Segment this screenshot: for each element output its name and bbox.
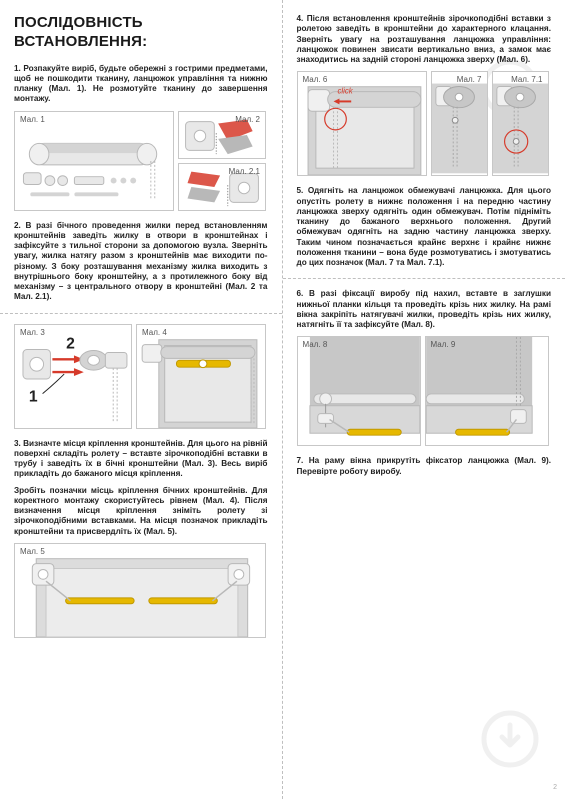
figure-label: Мал. 9: [431, 340, 456, 350]
figure-label: Мал. 8: [303, 340, 328, 350]
figure-label: Мал. 3: [20, 328, 45, 338]
figure-label: Мал. 5: [20, 547, 45, 557]
svg-text:click: click: [337, 87, 353, 96]
figure-9: Мал. 9: [425, 336, 549, 446]
right-column: 4. Після встановлення кронштейнів зірочк…: [283, 0, 565, 799]
figure-4-svg: [137, 325, 265, 428]
figure-row-5: Мал. 8 Мал. 9: [297, 336, 552, 446]
left-column: ПОСЛІДОВНІСТЬ ВСТАНОВЛЕННЯ: 1. Розпакуйт…: [0, 0, 283, 799]
figure-row-1: Мал. 1: [14, 111, 268, 211]
figure-4: Мал. 4: [136, 324, 266, 429]
figure-1: Мал. 1: [14, 111, 174, 211]
figure-2-1: Мал. 2.1: [178, 163, 266, 211]
figure-label: Мал. 7.1: [511, 75, 542, 85]
figure-9-svg: [426, 337, 548, 445]
figure-row-2: Мал. 3 1 2: [14, 324, 268, 429]
figure-row-4: Мал. 6 click Мал. 7: [297, 71, 552, 176]
figure-7: Мал. 7: [431, 71, 488, 176]
page-title: ПОСЛІДОВНІСТЬ ВСТАНОВЛЕННЯ:: [14, 14, 268, 52]
figure-6-svg: click: [298, 72, 426, 175]
figure-6: Мал. 6 click: [297, 71, 427, 176]
figure-label: Мал. 2.1: [229, 167, 260, 177]
figure-3-svg: 1 2: [15, 325, 131, 428]
figure-label: Мал. 2: [235, 115, 260, 125]
figure-5-svg: [15, 544, 265, 637]
step-5-text: 5. Одягніть на ланцюжок обмежувачі ланцю…: [297, 186, 552, 268]
step-3b-text: Зробіть позначки місць кріплення бічних …: [14, 486, 268, 537]
figure-1-svg: [15, 112, 173, 210]
figure-label: Мал. 7: [457, 75, 482, 85]
step-7-text: 7. На раму вікна прикрутіть фіксатор лан…: [297, 456, 552, 477]
figure-2: Мал. 2: [178, 111, 266, 159]
figure-3: Мал. 3 1 2: [14, 324, 132, 429]
figure-label: Мал. 4: [142, 328, 167, 338]
step-3a-text: 3. Визначте місця кріплення кронштейнів.…: [14, 439, 268, 480]
figure-7-svg: [432, 72, 487, 173]
figure-row-3: Мал. 5: [14, 543, 268, 638]
figure-8: Мал. 8: [297, 336, 421, 446]
figure-7-1: Мал. 7.1: [492, 71, 549, 176]
figure-label: Мал. 1: [20, 115, 45, 125]
figure-label: Мал. 6: [303, 75, 328, 85]
step-4-text: 4. Після встановлення кронштейнів зірочк…: [297, 14, 552, 65]
figure-7-1-svg: [493, 72, 548, 173]
step-2-text: 2. В разі бічного проведення жилки перед…: [14, 221, 268, 303]
page-number: 2: [553, 784, 557, 793]
figure-5: Мал. 5: [14, 543, 266, 638]
svg-text:1: 1: [29, 388, 38, 405]
svg-text:2: 2: [66, 335, 75, 352]
figure-8-svg: [298, 337, 420, 445]
step-6-text: 6. В разі фіксації виробу під нахил, вст…: [297, 289, 552, 330]
step-1-text: 1. Розпакуйте виріб, будьте обережні з г…: [14, 64, 268, 105]
